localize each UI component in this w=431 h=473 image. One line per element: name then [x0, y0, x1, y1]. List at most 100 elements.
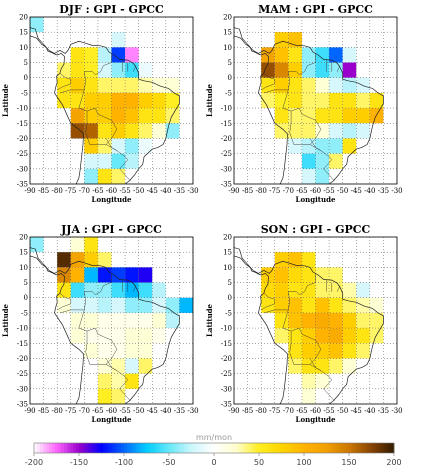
country-border	[105, 138, 118, 151]
data-cell	[315, 62, 330, 78]
y-tick-label: -15	[17, 120, 28, 128]
data-cell	[57, 282, 71, 298]
data-cell	[356, 282, 370, 298]
data-cell	[261, 297, 275, 313]
colorbar-segment	[232, 443, 236, 453]
colorbar-segment	[88, 443, 92, 453]
colorbar-segment	[73, 443, 77, 453]
colorbar-segment	[118, 443, 122, 453]
colorbar-segment	[331, 443, 335, 453]
data-cell	[97, 343, 112, 359]
colorbar-tick-label: 150	[341, 458, 356, 467]
colorbar-segment	[46, 443, 50, 453]
data-cell	[125, 92, 139, 109]
country-border	[289, 111, 311, 145]
x-tick-label: -30	[391, 407, 402, 415]
data-cell	[97, 388, 112, 404]
colorbar-segment	[292, 443, 296, 453]
data-cell	[111, 62, 126, 78]
country-border	[336, 285, 341, 292]
country-border	[309, 138, 322, 151]
data-cell	[138, 312, 153, 329]
data-cell	[111, 168, 126, 184]
x-tick-label: -45	[351, 407, 362, 415]
y-tick-label: -35	[17, 181, 28, 189]
data-cell	[125, 108, 139, 124]
country-border	[78, 309, 131, 402]
data-cell	[111, 267, 126, 283]
y-tick-label: 10	[19, 44, 28, 52]
data-cell	[57, 252, 71, 268]
y-tick-label: 15	[223, 249, 232, 257]
y-tick-label: -15	[221, 340, 232, 348]
colorbar-segment	[64, 443, 68, 453]
colorbar-segment	[328, 443, 332, 453]
data-cell	[111, 358, 126, 374]
x-tick-label: -60	[106, 187, 117, 195]
data-cell	[125, 312, 139, 329]
data-cell	[342, 123, 357, 139]
country-border	[105, 358, 118, 371]
data-cell	[342, 282, 357, 298]
data-cell	[84, 297, 98, 313]
data-cell	[369, 108, 384, 124]
colorbar-segment	[79, 443, 83, 453]
colorbar-segment	[97, 443, 101, 453]
data-cell	[138, 343, 153, 359]
colorbar-segment	[109, 443, 113, 453]
x-tick-label: -50	[337, 187, 348, 195]
y-tick-label: 5	[228, 59, 232, 67]
data-cell	[70, 237, 85, 253]
y-axis-label: Latitude	[1, 303, 10, 337]
data-cell	[70, 297, 85, 313]
colorbar-segment	[271, 443, 275, 453]
data-cell	[30, 237, 44, 253]
colorbar-tick-label: -150	[70, 458, 88, 467]
data-cell	[329, 267, 343, 283]
data-cell	[356, 312, 370, 329]
colorbar-segment	[205, 443, 209, 453]
colorbar-segment	[334, 443, 338, 453]
country-border	[336, 65, 341, 72]
data-cell	[301, 297, 316, 313]
data-cell	[315, 138, 330, 154]
y-tick-label: 15	[19, 29, 28, 37]
y-tick-label: -30	[221, 165, 232, 173]
data-cell	[329, 153, 343, 169]
data-cell	[138, 108, 153, 124]
country-border	[132, 65, 137, 72]
data-cell	[179, 297, 193, 313]
y-tick-label: -20	[17, 135, 28, 143]
data-cell	[329, 358, 343, 374]
colorbar-segment	[265, 443, 269, 453]
data-cell	[84, 47, 98, 63]
x-tick-label: -65	[92, 407, 103, 415]
colorbar-segment	[376, 443, 380, 453]
y-tick-label: 5	[228, 279, 232, 287]
country-border	[261, 293, 276, 311]
x-tick-label: -80	[52, 187, 63, 195]
colorbar-tick-label: -200	[25, 458, 43, 467]
map-panel: JJA : GPI - GPCC-90 -85 -80 -75 -70 -65 -60 -55…	[1, 223, 199, 424]
colorbar-segment	[172, 443, 176, 453]
colorbar-segment	[103, 443, 107, 453]
y-tick-label: -20	[221, 135, 232, 143]
data-cell	[342, 108, 357, 124]
x-tick-label: -65	[296, 187, 307, 195]
data-cell	[288, 77, 302, 93]
data-cell	[84, 77, 98, 93]
data-cell	[111, 297, 126, 313]
colorbar: mm/mon -200 -150 -100 -50 0 50 100 150 200	[25, 433, 402, 467]
colorbar-segment	[67, 443, 71, 453]
colorbar-segment	[253, 443, 257, 453]
colorbar-segment	[115, 443, 119, 453]
colorbar-segment	[169, 443, 173, 453]
x-tick-label: -85	[38, 187, 49, 195]
country-border	[59, 273, 112, 314]
colorbar-segment	[307, 443, 311, 453]
x-tick-label: -35	[378, 187, 389, 195]
country-border	[263, 53, 316, 94]
data-cell	[111, 47, 126, 63]
data-cell	[97, 168, 112, 184]
data-cell	[369, 312, 384, 329]
